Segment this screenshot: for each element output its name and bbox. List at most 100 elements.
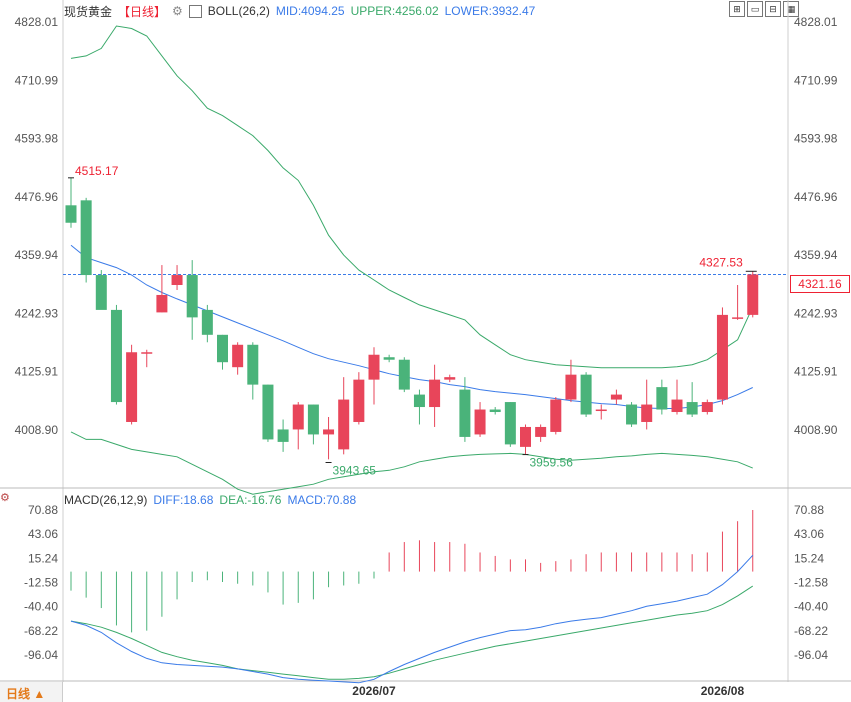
x-tick-label: 2026/08 (701, 684, 745, 698)
candle-body (262, 384, 274, 440)
macd-y-tick-right: 70.88 (794, 503, 824, 517)
y-tick-left: 4593.98 (15, 132, 59, 146)
candle-body (474, 409, 486, 435)
y-tick-left: 4710.99 (15, 73, 59, 87)
period-bracket[interactable]: 【日线】 (118, 4, 167, 19)
candle-body (686, 402, 698, 415)
macd-y-tick-left: 70.88 (28, 503, 58, 517)
candle-body (232, 344, 244, 368)
candle-body (671, 399, 683, 413)
candle-body (565, 374, 577, 400)
candle-body (459, 389, 471, 437)
candle-body (323, 429, 335, 435)
y-tick-right: 4828.01 (794, 15, 838, 29)
boll-icon[interactable] (188, 4, 202, 18)
y-tick-right: 4359.94 (794, 248, 838, 262)
candle-body (580, 374, 592, 415)
y-tick-right: 4125.91 (794, 365, 838, 379)
candle-body (247, 344, 259, 385)
candle-body (292, 404, 304, 430)
macd-y-tick-right: -40.40 (794, 600, 828, 614)
macd-y-tick-left: -96.04 (24, 648, 58, 662)
minus-icon[interactable]: ▭ (747, 1, 763, 17)
annotation-last-high: 4327.53 (699, 255, 743, 269)
candle-body (156, 294, 168, 313)
candle-body (444, 377, 456, 380)
candle-body (489, 409, 501, 413)
candle-body (353, 379, 365, 422)
y-tick-left: 4828.01 (15, 15, 59, 29)
chart-toolbar: ⊞ ▭ ⊟ ▦ (729, 1, 799, 17)
macd-y-tick-left: -40.40 (24, 600, 58, 614)
candle-body (504, 402, 516, 445)
candle-body (550, 399, 562, 432)
candle-body (110, 309, 122, 403)
diff-line (70, 554, 754, 684)
boll-lower-value: LOWER:3932.47 (444, 4, 536, 18)
candle-body (732, 317, 744, 319)
macd-y-tick-right: 43.06 (794, 527, 824, 541)
boll-mid-line (70, 244, 753, 409)
candle-body (701, 402, 713, 413)
macd-label[interactable]: MACD(26,12,9) (64, 493, 148, 507)
macd-y-tick-left: -12.58 (24, 576, 58, 590)
annotation-high: 4515.17 (75, 164, 119, 178)
annotation-low-2: 3959.56 (530, 456, 574, 470)
macd-y-tick-left: 43.06 (28, 527, 58, 541)
y-tick-left: 4359.94 (15, 248, 59, 262)
candle-body (398, 359, 410, 390)
current-price-box: 4321.16 (790, 275, 850, 293)
boll-upper-line (70, 25, 754, 369)
expand-icon[interactable]: ⊞ (729, 1, 745, 17)
macd-settings-icon[interactable]: ⚙ (0, 492, 10, 504)
candle-body (641, 404, 653, 422)
instrument-title: 现货黄金 (64, 4, 113, 19)
candle-body (338, 399, 350, 450)
main-chart-header: 现货黄金 【日线】 ⚙ BOLL(26,2) MID:4094.25 UPPER… (64, 2, 535, 20)
y-tick-right: 4242.93 (794, 306, 838, 320)
candle-body (716, 314, 728, 400)
macd-y-tick-right: -96.04 (794, 648, 828, 662)
boll-upper-value: UPPER:4256.02 (350, 4, 439, 18)
align-icon[interactable]: ⊟ (765, 1, 781, 17)
candle-body (368, 354, 380, 380)
macd-y-tick-left: -68.22 (24, 624, 58, 638)
diff-value: DIFF:18.68 (153, 493, 214, 507)
candle-body (535, 426, 547, 437)
candle-body (626, 404, 638, 425)
macd-y-tick-right: 15.24 (794, 551, 824, 565)
period-selector[interactable]: 日线 ▲ (0, 682, 63, 702)
candle-body (747, 274, 759, 315)
period-label[interactable]: 日线 ▲ (6, 687, 46, 701)
y-tick-right: 4593.98 (794, 132, 838, 146)
candle-body (277, 429, 289, 442)
macd-y-tick-right: -68.22 (794, 624, 828, 638)
candle-body (171, 275, 183, 286)
dea-line (70, 585, 754, 680)
candle-body (95, 275, 107, 310)
candle-body (65, 205, 77, 223)
boll-lower-line (70, 431, 753, 495)
candle-body (307, 404, 319, 435)
annotation-low-1: 3943.65 (333, 464, 377, 478)
candle-body (429, 379, 441, 408)
dea-value: DEA:-16.76 (219, 493, 282, 507)
candle-body (610, 394, 622, 400)
y-tick-right: 4710.99 (794, 73, 838, 87)
y-tick-left: 4476.96 (15, 190, 59, 204)
candle-body (595, 409, 607, 412)
y-tick-right: 4476.96 (794, 190, 838, 204)
macd-y-tick-left: 15.24 (28, 551, 58, 565)
y-tick-left: 4242.93 (15, 306, 59, 320)
boll-label[interactable]: BOLL(26,2) (207, 4, 270, 18)
candle-body (656, 387, 668, 410)
candle-body (413, 394, 425, 408)
settings-icon[interactable]: ▦ (783, 1, 799, 17)
x-tick-label: 2026/07 (352, 684, 396, 698)
candle-body (201, 309, 213, 335)
candle-body (126, 352, 138, 422)
gear-icon[interactable]: ⚙ (172, 4, 183, 18)
candle-body (186, 275, 198, 318)
macd-value: MACD:70.88 (287, 493, 357, 507)
